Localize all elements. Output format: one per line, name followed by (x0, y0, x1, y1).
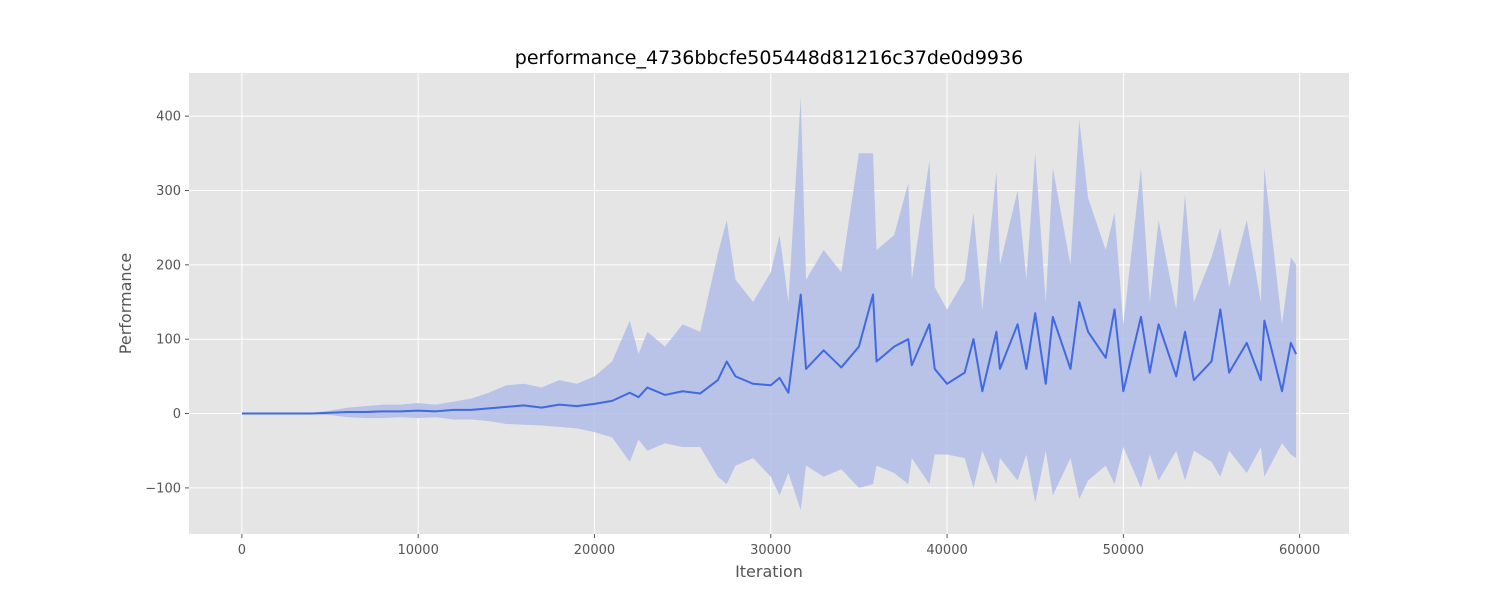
x-axis-ticks: 0 10000 20000 30000 40000 50000 60000 (238, 534, 1320, 558)
x-tick-label: 40000 (926, 543, 967, 558)
y-tick-label: 100 (156, 333, 181, 348)
series-line-layer (241, 293, 1298, 415)
y-tick-label: 400 (156, 110, 181, 125)
x-axis-label: Iteration (735, 562, 803, 581)
x-tick-label: 20000 (574, 543, 615, 558)
y-tick-label: 300 (156, 184, 181, 199)
y-tick-label: 200 (156, 258, 181, 273)
x-tick-label: 10000 (397, 543, 438, 558)
chart-title: performance_4736bbcfe505448d81216c37de0d… (515, 47, 1023, 69)
x-tick-label: 50000 (1103, 543, 1144, 558)
x-tick-label: 30000 (750, 543, 791, 558)
y-axis-ticks: −100 0 100 200 300 400 (145, 110, 189, 496)
series-line (241, 293, 1298, 415)
y-axis-label: Performance (116, 253, 135, 354)
y-tick-label: −100 (145, 481, 181, 496)
y-tick-label: 0 (173, 407, 181, 422)
x-tick-label: 0 (238, 543, 246, 558)
x-tick-label: 60000 (1279, 543, 1320, 558)
